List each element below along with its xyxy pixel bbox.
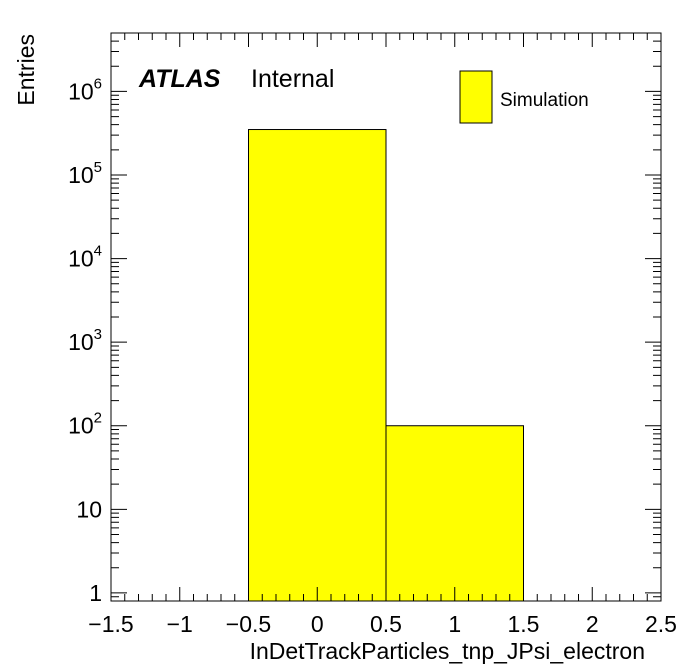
x-tick-label: 2 [586, 611, 599, 637]
x-tick-label: −1.5 [88, 611, 133, 637]
x-tick-labels: −1.5 −1 −0.5 0 0.5 1 1.5 2 2.5 [88, 611, 677, 637]
tick-marks [110, 32, 662, 602]
y-tick-label: 10 [76, 496, 102, 522]
y-tick-label: 104 [68, 243, 102, 272]
y-axis-title: Entries [13, 34, 39, 106]
atlas-label: ATLAS [138, 65, 221, 93]
x-tick-label: 0.5 [370, 611, 402, 637]
y-tick-labels: 1 10 102 103 104 105 106 [68, 75, 102, 605]
y-tick-label: 106 [68, 75, 102, 104]
x-tick-label: −0.5 [226, 611, 271, 637]
x-tick-label: 1.5 [508, 611, 540, 637]
atlas-sublabel: Internal [251, 65, 334, 93]
x-tick-label: −1 [167, 611, 193, 637]
y-tick-label: 102 [68, 410, 102, 439]
legend-swatch-simulation [459, 70, 493, 124]
x-tick-label: 1 [448, 611, 461, 637]
axis-ticks [110, 32, 662, 602]
histogram-bars [248, 129, 524, 602]
y-tick-label: 1 [89, 580, 102, 606]
histogram-bin-0 [248, 129, 387, 602]
y-tick-label: 103 [68, 326, 102, 355]
x-tick-label: 0 [311, 611, 324, 637]
legend: Simulation [459, 70, 589, 124]
legend-label-simulation: Simulation [500, 90, 589, 111]
x-axis-title: InDetTrackParticles_tnp_JPsi_electron [250, 638, 645, 664]
x-tick-label: 2.5 [645, 611, 677, 637]
histogram-bin-1 [385, 425, 524, 602]
y-tick-label: 105 [68, 159, 102, 188]
